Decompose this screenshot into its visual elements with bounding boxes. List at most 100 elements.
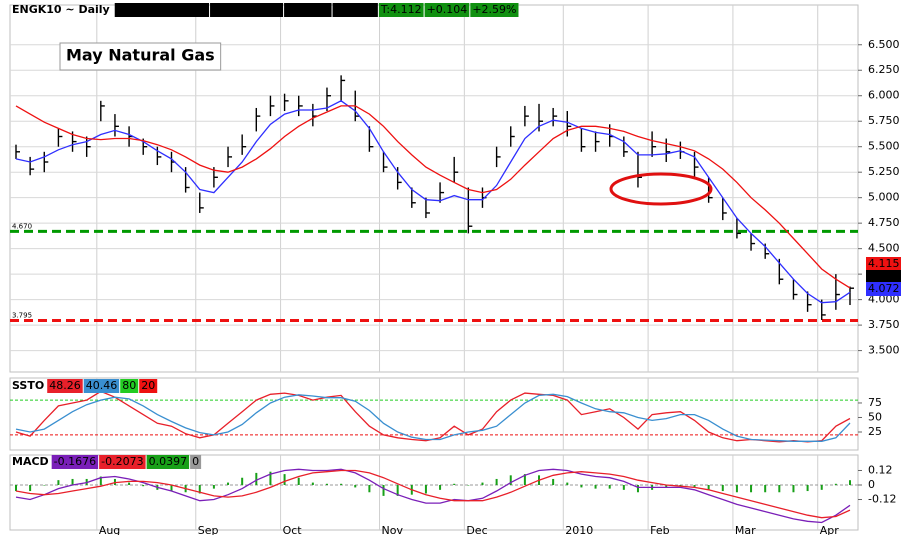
panel-frame — [9, 377, 859, 451]
histogram-bar — [227, 482, 230, 485]
histogram-bar — [665, 485, 668, 488]
histogram-bar — [43, 485, 46, 486]
ssto-lower: 20 — [141, 379, 155, 392]
x-tick-label: Dec — [466, 524, 487, 535]
ssto-d: 40.46 — [86, 379, 118, 392]
last-blue-ma: 4.072 — [868, 282, 900, 295]
histogram-bar — [128, 482, 131, 485]
histogram-bar — [509, 475, 512, 485]
title-box — [59, 42, 222, 71]
macd-hist-value: 0.0397 — [149, 455, 188, 468]
histogram-bar — [368, 485, 371, 493]
histogram-bar — [849, 480, 851, 485]
histogram-bar — [311, 482, 314, 485]
histogram-bar — [778, 485, 781, 493]
header-change-box — [424, 3, 470, 17]
histogram-bar — [580, 485, 583, 488]
last-blue-ma-box — [866, 282, 901, 296]
y-tick-label: 6.000 — [868, 89, 900, 102]
y-tick-label: 75 — [868, 396, 882, 409]
series-line — [15, 468, 851, 524]
histogram-bar — [142, 485, 145, 487]
macd-line-value: -0.1676 — [54, 455, 96, 468]
histogram-bar — [15, 485, 17, 492]
histogram-bar — [693, 485, 696, 488]
header-low: L:3.947 — [335, 3, 376, 16]
x-tick-label: Feb — [650, 524, 669, 535]
histogram-bar — [453, 483, 456, 485]
histogram-bar — [764, 485, 767, 493]
macd-zero-box — [190, 455, 202, 469]
histogram-bar — [297, 477, 300, 485]
ssto-k-box — [47, 379, 83, 393]
header-last-box — [378, 3, 424, 17]
histogram-bar — [241, 477, 244, 485]
histogram-bar — [608, 485, 611, 489]
y-tick-label: 50 — [868, 410, 882, 423]
ssto-lower-box — [139, 379, 158, 393]
header-time-box — [210, 3, 284, 17]
header-low-box — [332, 3, 378, 17]
header-change-pct: +2.59% — [472, 3, 516, 16]
macd-title: MACD — [12, 455, 49, 468]
ssto-k: 48.26 — [49, 379, 81, 392]
histogram-bar — [99, 476, 102, 485]
macd-line-value-box — [51, 455, 99, 469]
histogram-bar — [750, 485, 753, 493]
histogram-bar — [820, 485, 823, 490]
last-red-ma-box — [866, 257, 901, 271]
x-tick-label: Aug — [99, 524, 120, 535]
macd-hist-value-box — [146, 455, 190, 469]
histogram-bar — [481, 482, 484, 485]
histogram-bar — [29, 485, 32, 492]
x-tick-label: Nov — [382, 524, 404, 535]
header-date: Tue Apr 13 2010 — [116, 3, 207, 16]
last-close: 4.112 — [868, 270, 900, 283]
reference-label: 3.795 — [12, 312, 32, 320]
histogram-bar — [198, 485, 201, 494]
macd-signal-value-box — [99, 455, 146, 469]
last-close-box — [866, 270, 901, 284]
header-date-box — [114, 3, 210, 17]
panel-frame — [9, 454, 859, 531]
header-time: 12:55:30 PM — [212, 3, 281, 16]
ssto-d-box — [83, 379, 120, 393]
histogram-bar — [439, 485, 442, 490]
y-tick-label: 4.500 — [868, 242, 900, 255]
header-change: +0.104 — [427, 3, 468, 16]
series-line — [15, 393, 851, 442]
histogram-bar — [735, 485, 738, 493]
last-red-ma: 4.115 — [868, 257, 900, 270]
histogram-bar — [170, 485, 173, 492]
series-line — [15, 105, 851, 289]
x-tick-label: 2010 — [565, 524, 593, 535]
histogram-bar — [792, 485, 795, 493]
y-tick-label: 5.000 — [868, 191, 900, 204]
header-change-pct-box — [470, 3, 519, 17]
histogram-bar — [467, 485, 470, 486]
symbol: ENGK10 ~ Daily — [12, 3, 110, 16]
y-tick-label: 0.12 — [868, 463, 893, 476]
plot-layer: 3.5003.7504.0004.2504.5004.7505.0005.250… — [9, 3, 901, 535]
chart-title: May Natural Gas — [66, 46, 215, 65]
histogram-bar — [57, 480, 60, 485]
histogram-bar — [594, 485, 597, 489]
histogram-bar — [269, 471, 272, 485]
histogram-bar — [354, 485, 357, 488]
y-tick-label: 6.250 — [868, 63, 900, 76]
y-tick-label: 4.750 — [868, 216, 900, 229]
histogram-bar — [834, 483, 837, 485]
histogram-bar — [325, 483, 328, 485]
macd-zero: 0 — [192, 455, 199, 468]
histogram-bar — [424, 485, 427, 494]
y-tick-label: 3.750 — [868, 318, 900, 331]
y-tick-label: 5.500 — [868, 140, 900, 153]
histogram-bar — [283, 474, 286, 485]
x-tick-label: Mar — [735, 524, 756, 535]
series-line — [15, 100, 851, 304]
y-tick-label: 0 — [868, 478, 875, 491]
series-line — [15, 469, 851, 519]
